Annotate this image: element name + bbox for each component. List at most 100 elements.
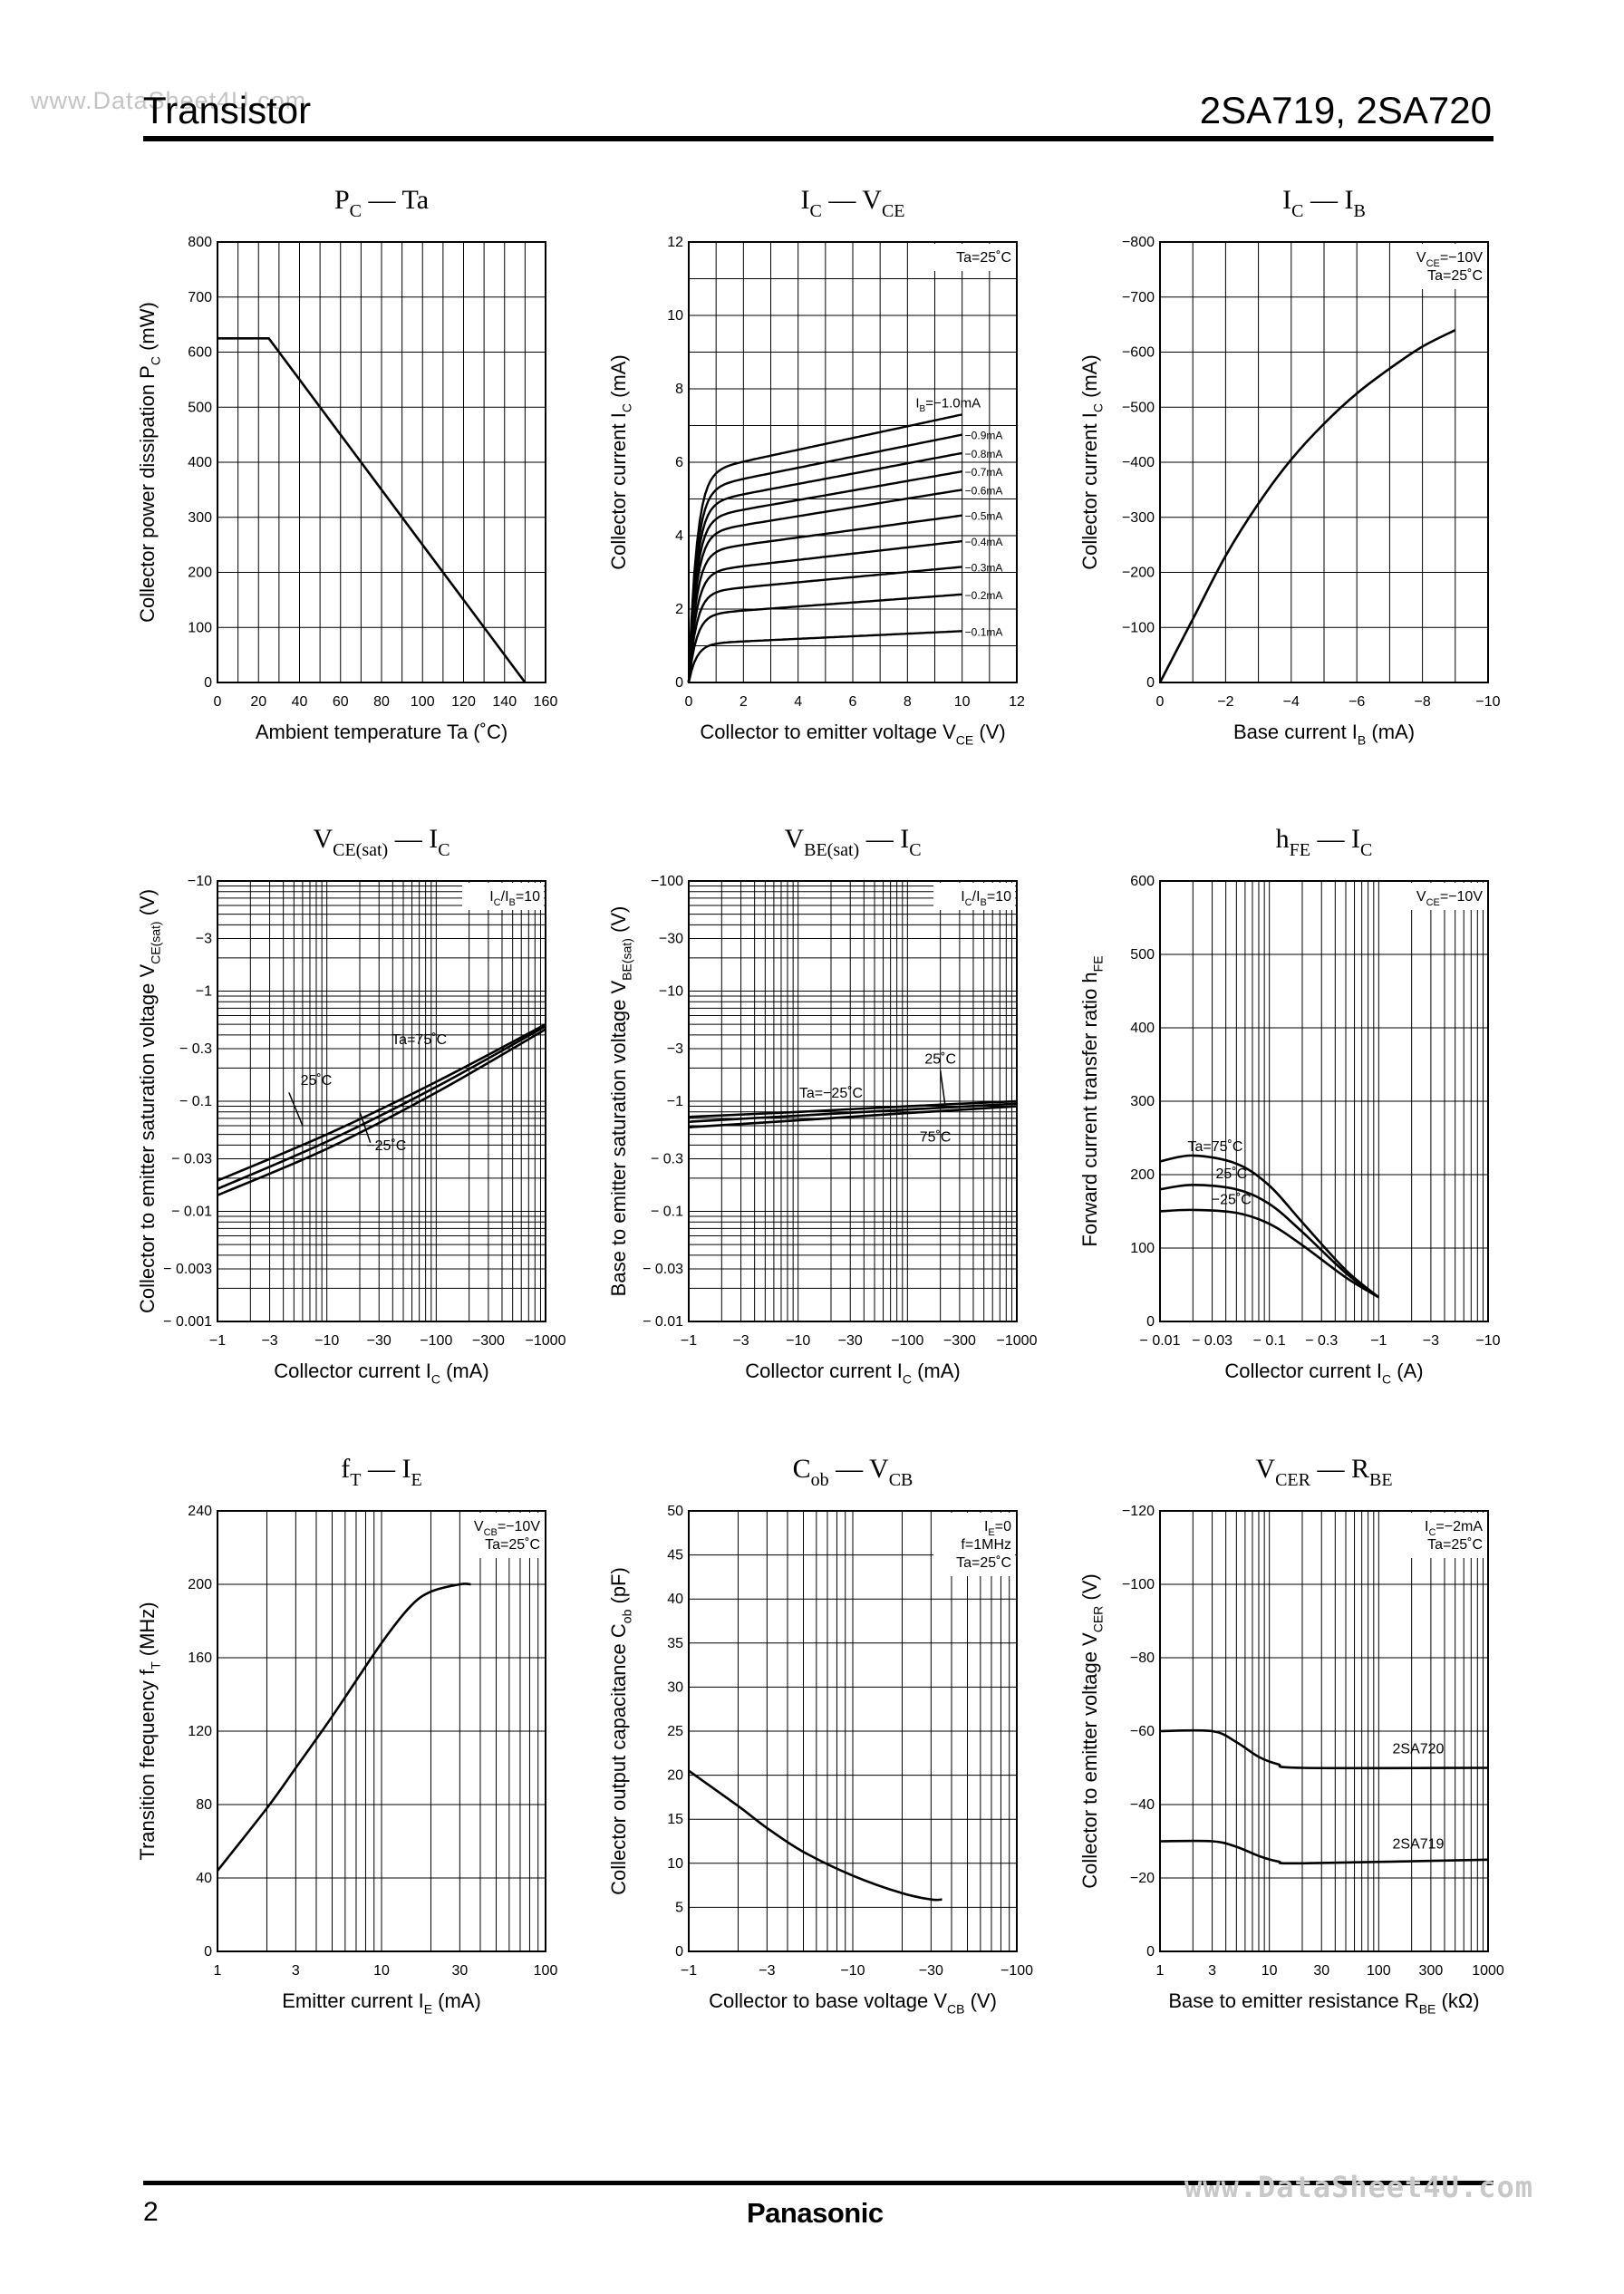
y-tick-label: −100	[651, 874, 683, 889]
annotation-text: VCE=−10V	[1416, 250, 1483, 269]
y-tick-label: 40	[667, 1592, 683, 1607]
annotation-text: Ta=25˚C	[956, 250, 1011, 266]
y-tick-label: −1	[196, 984, 212, 1000]
plot-frame	[217, 880, 546, 1322]
x-tick-label: −100	[891, 1333, 923, 1349]
y-tick-label: 12	[667, 235, 683, 250]
x-tick-label: 1000	[1472, 1963, 1504, 1979]
curve-label: 25˚C	[301, 1073, 333, 1089]
y-tick-label: 10	[667, 1856, 683, 1872]
plot-frame	[688, 1510, 1018, 1952]
y-tick-label: − 0.001	[163, 1314, 212, 1330]
y-tick-label: −3	[667, 1041, 683, 1057]
x-tick-label: −10	[840, 1963, 865, 1979]
series-label: −0.1mA	[965, 625, 1003, 638]
series-line	[687, 413, 962, 683]
series-line	[687, 514, 962, 683]
leader-line	[939, 1070, 946, 1104]
chart-ft-ie: fT — IE 1 3 10 30 100 0 40 80 120 160 200 240 Emitter…	[136, 1454, 557, 2017]
leader-line	[359, 1111, 372, 1144]
x-tick-label: −10	[786, 1333, 810, 1349]
annotation-text: IC/IB=10	[489, 889, 540, 908]
plot-frame	[1159, 241, 1489, 683]
legend-box	[1405, 244, 1486, 289]
series-group	[1158, 329, 1456, 683]
series-line	[687, 451, 962, 683]
y-tick-label: 50	[667, 1504, 683, 1519]
y-tick-label: −800	[1122, 235, 1155, 250]
grid	[218, 881, 546, 1321]
series-line	[1159, 1154, 1380, 1299]
watermark-bottom: www.DataSheet4U.com	[1184, 2170, 1533, 2204]
x-tick-label: 1	[1156, 1963, 1165, 1979]
series-line	[687, 539, 962, 683]
x-axis-label: Collector to emitter voltage VCE (V)	[700, 721, 1005, 748]
y-tick-label: −100	[1122, 1577, 1155, 1592]
x-tick-label: 1	[214, 1963, 222, 1979]
y-tick-label: −10	[188, 874, 212, 889]
watermark-top: www.DataSheet4U.com	[31, 87, 307, 114]
y-tick-label: −600	[1122, 345, 1155, 361]
brand-logo: Panasonic	[747, 2197, 884, 2229]
chart-vbesat-ic: VBE(sat) — IC −1 −3 −10 −30 −100 −300 −1000 − 0.…	[607, 824, 1038, 1387]
annotation-text: VCE=−10V	[1416, 889, 1483, 908]
y-tick-label: 800	[188, 235, 212, 250]
x-tick-label: −30	[919, 1963, 943, 1979]
x-tick-label: −100	[420, 1333, 452, 1349]
series-line	[687, 593, 962, 683]
series-line	[217, 1022, 546, 1182]
curve-label: Ta=−25˚C	[799, 1086, 863, 1101]
annotation-text: VCB=−10V	[474, 1519, 540, 1538]
x-tick-label: 100	[411, 694, 435, 710]
x-axis-label: Base to emitter resistance RBE (kΩ)	[1168, 1989, 1479, 2017]
series-line	[1159, 1728, 1489, 1770]
x-axis-label: Emitter current IE (mA)	[282, 1989, 481, 2017]
y-tick-label: −80	[1130, 1650, 1155, 1666]
series-line	[218, 337, 527, 683]
series-line	[687, 630, 962, 683]
y-tick-label: 100	[188, 620, 212, 635]
series-group	[1159, 1154, 1380, 1299]
series-label: −0.8mA	[965, 448, 1003, 460]
y-tick-label: 0	[204, 675, 212, 691]
y-tick-label: − 0.1	[651, 1205, 683, 1220]
y-tick-label: −700	[1122, 290, 1155, 305]
y-tick-label: −100	[1122, 620, 1155, 635]
y-tick-label: 100	[1130, 1241, 1155, 1256]
x-tick-label: 3	[1208, 1963, 1216, 1979]
y-tick-label: 500	[188, 400, 212, 415]
y-tick-label: 8	[675, 382, 683, 397]
series-group	[217, 1022, 546, 1196]
annotation-text: IE=0	[984, 1519, 1011, 1538]
series-line	[1158, 329, 1456, 683]
series-line	[688, 1099, 1018, 1118]
chart-pc-ta: PC — Ta 0 20 40 60 80 100 120 140 160 0 100 200 300 40…	[136, 185, 557, 743]
x-tick-label: −1	[681, 1963, 697, 1979]
y-tick-label: 0	[675, 1944, 683, 1960]
x-tick-label: 10	[1262, 1963, 1278, 1979]
leader-line	[288, 1092, 304, 1127]
series-line	[687, 489, 962, 683]
x-tick-label: 0	[1156, 694, 1165, 710]
series-line	[1159, 1839, 1489, 1865]
footer-rule	[143, 2181, 1494, 2185]
grid	[1160, 242, 1488, 682]
y-tick-label: 500	[1130, 947, 1155, 963]
y-tick-label: − 0.3	[651, 1152, 683, 1167]
series-label: −0.3mA	[965, 561, 1003, 574]
y-tick-label: 200	[1130, 1167, 1155, 1183]
y-tick-label: 700	[188, 290, 212, 305]
curve-label: Ta=75˚C	[392, 1032, 447, 1048]
series-line	[687, 469, 962, 683]
annotation-text: IC/IB=10	[961, 889, 1011, 908]
y-tick-label: −40	[1130, 1797, 1155, 1813]
grid	[218, 242, 546, 682]
y-tick-label: 0	[1146, 1314, 1155, 1330]
x-tick-label: −300	[943, 1333, 976, 1349]
x-tick-label: −30	[838, 1333, 863, 1349]
x-tick-label: 140	[492, 694, 517, 710]
y-axis-label: Transition frequency fT (MHz)	[136, 1602, 163, 1860]
y-tick-label: 2	[675, 602, 683, 617]
x-axis-label: Collector to base voltage VCB (V)	[709, 1989, 997, 2017]
legend-box	[933, 244, 1015, 271]
